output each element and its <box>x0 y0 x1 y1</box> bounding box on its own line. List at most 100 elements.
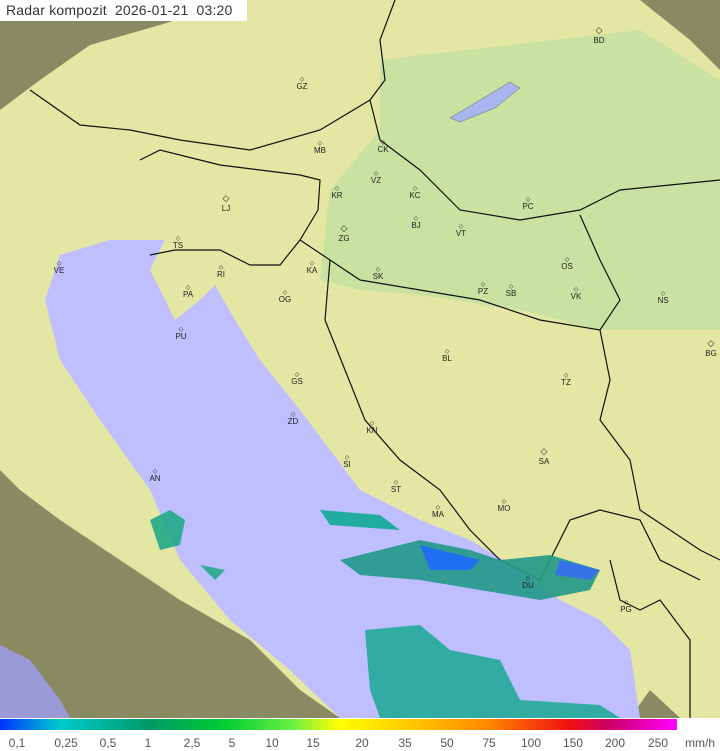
city-marker-icon: ◇ <box>290 412 296 418</box>
city-marker-icon: ◇ <box>707 338 715 348</box>
city-marker-icon: ◇ <box>334 186 340 192</box>
legend-tick-label: 1 <box>144 736 152 750</box>
city-marker-icon: ◇ <box>344 455 350 461</box>
title-date: 2026-01-21 <box>114 2 189 18</box>
city-marker-icon: ◇ <box>595 25 603 35</box>
city-marker-icon: ◇ <box>573 287 579 293</box>
city-marker-icon: ◇ <box>294 372 300 378</box>
city-label: TS <box>172 241 184 250</box>
city-label: MO <box>497 504 511 513</box>
city-label: BG <box>705 349 717 358</box>
city-marker-icon: ◇ <box>317 141 323 147</box>
city-label: DU <box>522 581 534 590</box>
city-marker-icon: ◇ <box>563 373 569 379</box>
city-label: BD <box>593 36 605 45</box>
city-marker-icon: ◇ <box>185 285 191 291</box>
city-marker-icon: ◇ <box>660 291 666 297</box>
legend-tick-label: 75 <box>482 736 496 750</box>
city-marker-icon: ◇ <box>480 282 486 288</box>
borders <box>29 0 720 718</box>
legend-tick-label: 35 <box>398 736 412 750</box>
green-lowlands <box>320 30 720 330</box>
city-label: NS <box>657 296 669 305</box>
city-marker-icon: ◇ <box>393 480 399 486</box>
city-marker-icon: ◇ <box>340 223 348 233</box>
city-label: LJ <box>221 204 231 213</box>
city-label: VZ <box>370 176 382 185</box>
city-marker-icon: ◇ <box>375 267 381 273</box>
city-marker-icon: ◇ <box>222 193 230 203</box>
city-label: SI <box>343 460 351 469</box>
city-marker-icon: ◇ <box>299 77 305 83</box>
city-label: RI <box>217 270 225 279</box>
city-marker-icon: ◇ <box>564 257 570 263</box>
legend-tick-label: 150 <box>562 736 584 750</box>
city-label: PZ <box>477 287 489 296</box>
city-label: PG <box>620 605 632 614</box>
city-label: TZ <box>561 378 571 387</box>
city-marker-icon: ◇ <box>458 224 464 230</box>
city-marker-icon: ◇ <box>508 284 514 290</box>
legend-tick-label: 5 <box>228 736 236 750</box>
city-label: SK <box>372 272 384 281</box>
city-marker-icon: ◇ <box>413 216 419 222</box>
city-marker-icon: ◇ <box>623 600 629 606</box>
city-label: KA <box>306 266 318 275</box>
city-label: BL <box>442 354 452 363</box>
city-marker-icon: ◇ <box>540 446 548 456</box>
city-marker-icon: ◇ <box>380 140 386 146</box>
city-marker-icon: ◇ <box>444 349 450 355</box>
city-marker-icon: ◇ <box>373 171 379 177</box>
city-label: ZD <box>287 417 299 426</box>
city-label: BJ <box>411 221 421 230</box>
title-label: Radar kompozit <box>6 2 107 18</box>
legend-tick-label: 0,5 <box>99 736 117 750</box>
city-marker-icon: ◇ <box>282 290 288 296</box>
city-label: PC <box>522 202 534 211</box>
city-label: OG <box>278 295 292 304</box>
city-label: ST <box>390 485 402 494</box>
city-marker-icon: ◇ <box>152 469 158 475</box>
map-title: Radar kompozit 2026-01-21 03:20 <box>0 0 247 21</box>
city-label: AN <box>149 474 161 483</box>
city-marker-icon: ◇ <box>501 499 507 505</box>
city-label: KR <box>331 191 343 200</box>
legend-labels: 0,1 0,25 0,5 1 2,5 5 10 15 20 35 50 75 100 150 200 250 m… <box>0 736 720 751</box>
adriatic-sea <box>45 240 640 718</box>
city-marker-icon: ◇ <box>309 261 315 267</box>
city-label: VE <box>53 266 65 275</box>
sea-bottom-left <box>0 645 70 718</box>
city-label: OS <box>561 262 573 271</box>
legend-tick-label: 50 <box>440 736 454 750</box>
city-label: SB <box>505 289 517 298</box>
legend-tick-label: 2,5 <box>183 736 201 750</box>
radar-echoes <box>150 510 620 718</box>
legend-tick-label: 200 <box>604 736 626 750</box>
city-label: VT <box>455 229 467 238</box>
city-label: KN <box>366 426 378 435</box>
city-marker-icon: ◇ <box>525 576 531 582</box>
city-marker-icon: ◇ <box>178 327 184 333</box>
legend-tick-label: 10 <box>265 736 279 750</box>
city-label: GZ <box>296 82 308 91</box>
city-marker-icon: ◇ <box>369 421 375 427</box>
radar-map <box>0 0 720 718</box>
precipitation-color-scale <box>0 719 677 730</box>
legend-tick-label: 0,1 <box>8 736 26 750</box>
city-label: MB <box>314 146 326 155</box>
city-label: KC <box>409 191 421 200</box>
city-marker-icon: ◇ <box>175 236 181 242</box>
city-label: CK <box>377 145 389 154</box>
legend-tick-label: 20 <box>355 736 369 750</box>
legend-tick-label: 15 <box>306 736 320 750</box>
lake-balaton <box>449 81 521 123</box>
legend-tick-label: 0,25 <box>54 736 78 750</box>
city-marker-icon: ◇ <box>412 186 418 192</box>
city-label: VK <box>570 292 582 301</box>
city-label: PA <box>182 290 194 299</box>
legend-tick-label: 250 <box>647 736 669 750</box>
city-label: SA <box>538 457 550 466</box>
city-label: PU <box>175 332 187 341</box>
city-label: MA <box>432 510 444 519</box>
